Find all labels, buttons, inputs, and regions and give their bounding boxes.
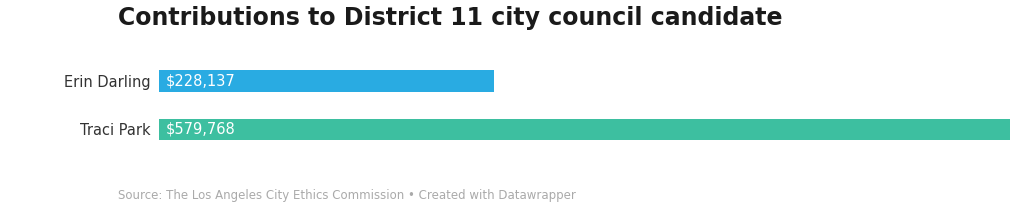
Text: Source: The Los Angeles City Ethics Commission • Created with Datawrapper: Source: The Los Angeles City Ethics Comm… — [118, 189, 575, 202]
Bar — [159, 119, 1010, 140]
Text: $228,137: $228,137 — [166, 74, 236, 89]
Text: $579,768: $579,768 — [166, 122, 236, 137]
Text: Contributions to District 11 city council candidate: Contributions to District 11 city counci… — [118, 6, 782, 30]
Bar — [159, 70, 494, 92]
